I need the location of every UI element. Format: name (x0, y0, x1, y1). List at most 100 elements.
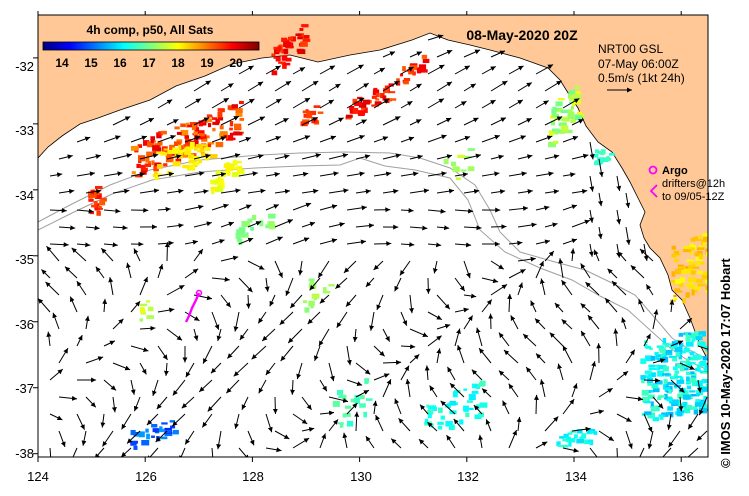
current-arrow (319, 433, 327, 449)
sst-patch (696, 247, 705, 251)
current-arrow (561, 279, 573, 296)
sst-patch (193, 131, 198, 135)
sst-patch (664, 345, 668, 348)
current-arrow (184, 98, 202, 109)
current-arrow (130, 172, 145, 177)
current-arrow (463, 153, 482, 160)
current-arrow (346, 379, 363, 386)
current-arrow (355, 223, 375, 229)
sst-patch (268, 224, 276, 230)
sst-patch (235, 112, 243, 117)
sst-patch (701, 371, 708, 374)
sst-patch (675, 268, 682, 275)
sst-patch (643, 401, 652, 404)
sst-patch (685, 381, 691, 385)
current-arrow (71, 247, 87, 262)
current-arrow (76, 242, 91, 248)
current-arrow (533, 394, 539, 415)
current-arrow (454, 100, 467, 109)
current-arrow (373, 373, 390, 381)
current-arrow (400, 344, 416, 350)
sst-patch (375, 98, 380, 101)
sst-patch (691, 337, 696, 342)
current-arrow (502, 400, 510, 415)
argo-track (184, 292, 201, 323)
sst-patch (384, 85, 390, 90)
current-arrow (652, 396, 664, 409)
current-arrow (382, 188, 399, 194)
current-arrow (156, 396, 168, 410)
current-arrow (498, 332, 510, 347)
current-arrow (298, 260, 304, 276)
sst-patch (572, 117, 577, 122)
current-arrow (372, 400, 378, 415)
current-arrow (454, 135, 471, 143)
current-arrow (157, 99, 173, 109)
current-arrow (539, 379, 546, 398)
sst-patch (657, 397, 662, 401)
current-arrow (292, 171, 309, 177)
current-arrow (238, 277, 253, 293)
current-arrow (346, 134, 365, 143)
sst-patch (403, 77, 411, 82)
sst-patch (283, 41, 292, 48)
current-arrow (589, 361, 597, 381)
current-arrow (58, 347, 69, 364)
sst-patch (295, 33, 302, 36)
current-arrow (181, 396, 195, 409)
sst-patch (452, 391, 458, 398)
sst-patch (647, 394, 655, 399)
current-arrow (102, 430, 114, 447)
sst-patch (703, 367, 708, 372)
sst-patch (278, 61, 282, 64)
current-arrow (234, 413, 240, 429)
sst-patch (555, 129, 559, 135)
sst-patch (259, 220, 264, 227)
current-arrow (400, 136, 415, 143)
sst-patch (668, 389, 672, 394)
current-arrow (481, 277, 499, 284)
current-arrow (292, 237, 310, 245)
current-arrow (220, 221, 235, 228)
sst-patch (236, 233, 244, 238)
current-arrow (670, 340, 684, 347)
sst-patch (479, 402, 488, 408)
sst-patch (200, 147, 204, 153)
currents-scale-label: 0.5m/s (1kt 24h) (598, 71, 685, 85)
sst-patch (302, 39, 311, 42)
current-arrow (155, 430, 168, 443)
current-arrow (375, 414, 384, 432)
current-arrow (85, 225, 100, 231)
sst-patch (403, 80, 409, 85)
current-arrow (355, 389, 370, 398)
sst-patch (569, 438, 576, 443)
sst-patch (187, 124, 193, 128)
sst-patch (234, 123, 242, 130)
sst-patch (219, 125, 224, 130)
current-arrow (517, 117, 532, 126)
current-arrow (76, 136, 91, 143)
current-arrow (557, 363, 564, 381)
current-arrow (342, 432, 348, 449)
current-arrow (318, 328, 330, 347)
sst-patch (138, 431, 145, 438)
sst-patch (675, 351, 680, 358)
current-arrow (544, 116, 563, 126)
current-arrow (345, 294, 357, 307)
current-arrow (400, 66, 414, 75)
sst-patch (281, 55, 288, 61)
sst-patch (693, 236, 702, 241)
current-arrow (274, 188, 291, 194)
current-arrow (473, 404, 483, 415)
current-arrow (317, 260, 330, 279)
current-arrow (207, 396, 222, 412)
sst-patch (684, 333, 689, 336)
current-arrow (427, 64, 445, 75)
current-arrow (508, 240, 523, 246)
sst-patch (570, 111, 575, 115)
current-arrow (517, 82, 533, 92)
current-arrow (328, 83, 341, 92)
current-arrow (102, 298, 108, 313)
current-arrow (265, 204, 280, 211)
sst-patch (575, 93, 582, 98)
